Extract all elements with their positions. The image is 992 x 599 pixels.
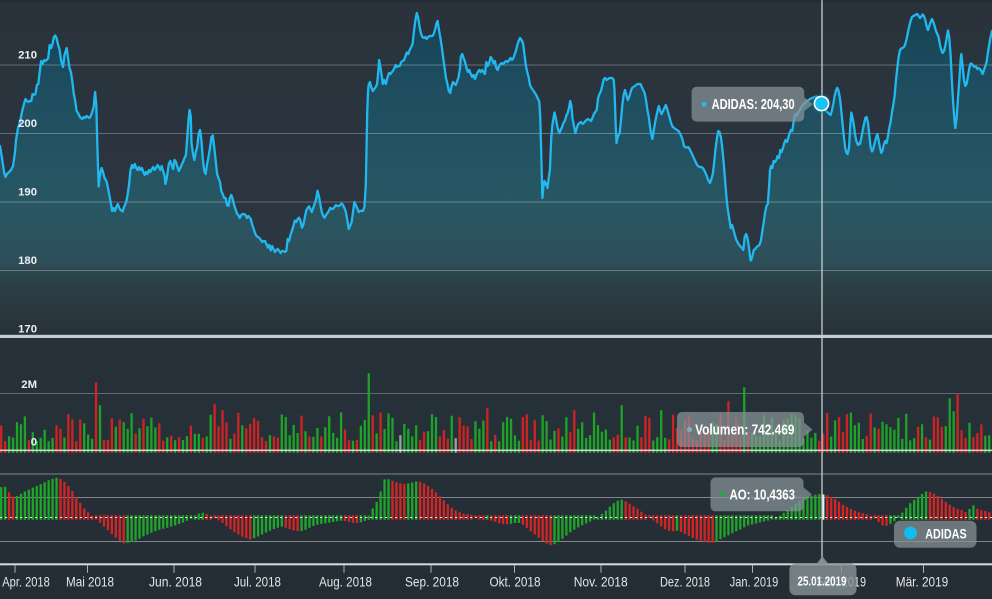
- svg-text:AO: 10,4363: AO: 10,4363: [730, 486, 796, 503]
- svg-text:Mai 2018: Mai 2018: [66, 574, 114, 590]
- svg-text:170: 170: [18, 324, 37, 336]
- svg-text:190: 190: [18, 187, 37, 199]
- svg-text:Okt. 2018: Okt. 2018: [490, 574, 541, 590]
- svg-text:Dez. 2018: Dez. 2018: [660, 574, 710, 590]
- svg-text:180: 180: [18, 255, 37, 267]
- svg-text:Nov. 2018: Nov. 2018: [574, 574, 628, 590]
- svg-text:Sep. 2018: Sep. 2018: [405, 574, 459, 590]
- svg-text:ADIDAS: ADIDAS: [925, 526, 967, 542]
- svg-text:210: 210: [18, 50, 37, 62]
- svg-text:Volumen: 742.469: Volumen: 742.469: [695, 421, 794, 438]
- svg-text:25.01.2019: 25.01.2019: [798, 574, 847, 588]
- svg-text:Mär. 2019: Mär. 2019: [896, 574, 949, 590]
- svg-text:200: 200: [18, 118, 37, 130]
- svg-text:Jul. 2018: Jul. 2018: [234, 574, 281, 590]
- svg-text:Aug. 2018: Aug. 2018: [319, 574, 372, 590]
- svg-text:0: 0: [31, 437, 37, 449]
- svg-text:Apr. 2018: Apr. 2018: [2, 574, 50, 590]
- svg-text:2M: 2M: [21, 379, 37, 391]
- svg-text:ADIDAS: 204,30: ADIDAS: 204,30: [712, 96, 795, 113]
- svg-text:Jan. 2019: Jan. 2019: [730, 574, 779, 590]
- svg-text:Jun. 2018: Jun. 2018: [149, 574, 202, 590]
